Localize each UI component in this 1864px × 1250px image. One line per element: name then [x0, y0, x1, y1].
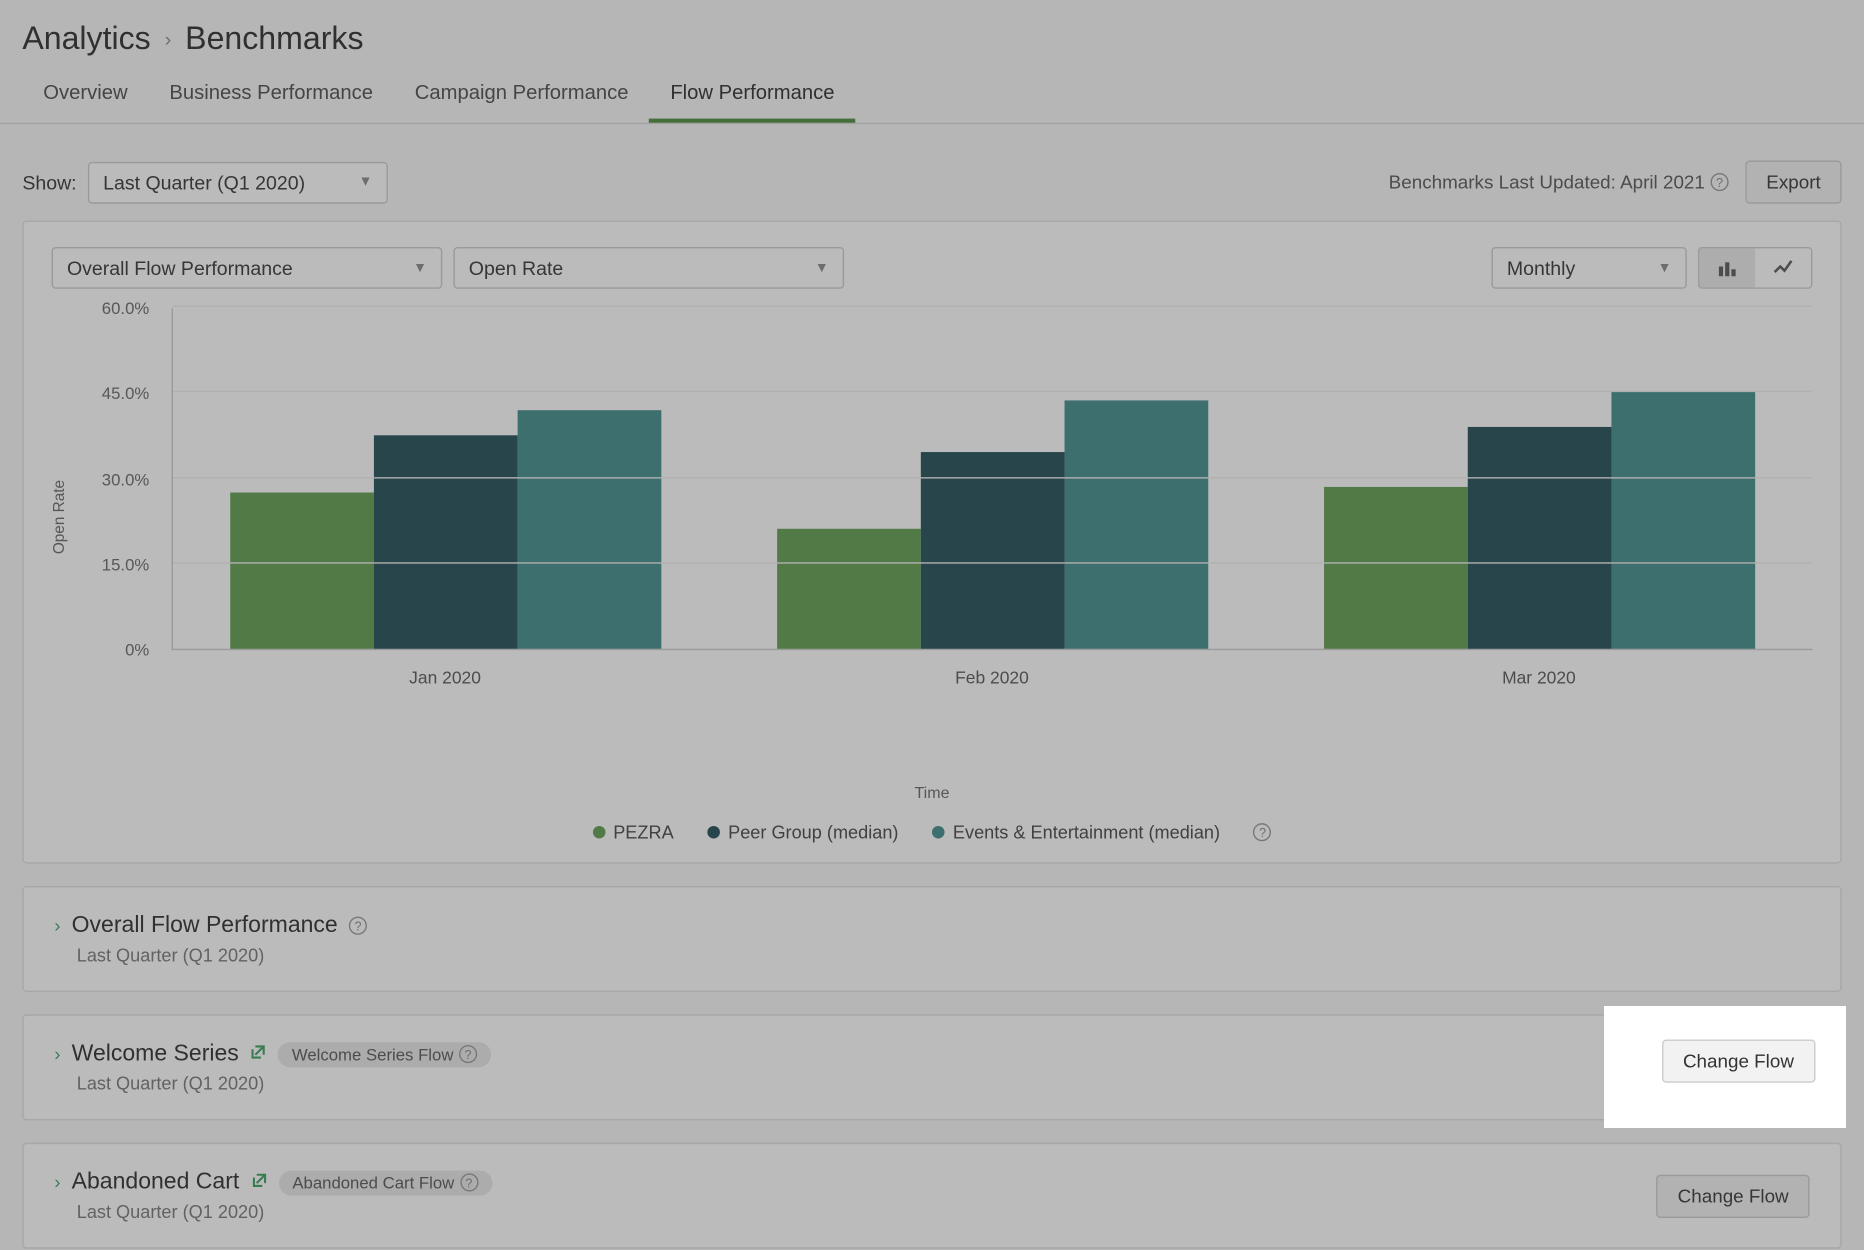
y-tick-label: 45.0%: [102, 384, 149, 404]
x-tick-label: Feb 2020: [719, 668, 1266, 688]
export-button[interactable]: Export: [1745, 160, 1841, 203]
section-subtitle: Last Quarter (Q1 2020): [77, 945, 367, 966]
filter-bar: Show: Last Quarter (Q1 2020) ▼ Benchmark…: [0, 124, 1864, 220]
y-tick-label: 60.0%: [102, 299, 149, 319]
y-axis-label: Open Rate: [52, 480, 69, 554]
breadcrumb-current: Benchmarks: [185, 20, 363, 58]
last-updated-text: Benchmarks Last Updated: April 2021 ?: [1389, 172, 1729, 193]
bar[interactable]: [374, 435, 518, 649]
chart-area: Open Rate 0%15.0%30.0%45.0%60.0% Jan 202…: [52, 308, 1813, 727]
tab-business-performance[interactable]: Business Performance: [149, 66, 394, 123]
y-tick-label: 15.0%: [102, 555, 149, 575]
bar[interactable]: [1324, 486, 1468, 648]
metric-select[interactable]: Open Rate ▼: [453, 247, 844, 289]
gridline: [173, 306, 1812, 307]
show-label: Show:: [22, 171, 76, 193]
legend-label: Peer Group (median): [728, 822, 898, 843]
timerange-select[interactable]: Last Quarter (Q1 2020) ▼: [88, 161, 388, 203]
tabs: Overview Business Performance Campaign P…: [0, 66, 1864, 125]
legend-dot: [707, 826, 720, 839]
y-tick-label: 30.0%: [102, 469, 149, 489]
help-icon[interactable]: ?: [460, 1173, 478, 1191]
bar-group: [1266, 308, 1812, 648]
legend-item[interactable]: PEZRA: [592, 822, 673, 843]
highlight-overlay: Change Flow: [1604, 1006, 1845, 1128]
x-tick-label: Jan 2020: [172, 668, 719, 688]
section-title: Overall Flow Performance: [72, 912, 338, 939]
external-link-icon[interactable]: [250, 1172, 267, 1193]
bar[interactable]: [1467, 427, 1611, 649]
y-tick-label: 0%: [125, 640, 149, 660]
section-subtitle: Last Quarter (Q1 2020): [77, 1201, 492, 1222]
bar[interactable]: [1065, 401, 1209, 649]
section-subtitle: Last Quarter (Q1 2020): [77, 1073, 491, 1094]
chart-type-toggle: [1698, 247, 1812, 289]
chevron-down-icon: ▼: [815, 260, 829, 275]
chevron-right-icon: ›: [54, 1044, 60, 1065]
help-icon[interactable]: ?: [349, 917, 367, 935]
bar[interactable]: [518, 409, 662, 648]
chevron-down-icon: ▼: [413, 260, 427, 275]
x-axis-label: Time: [52, 785, 1813, 802]
section-title: Abandoned Cart: [72, 1169, 240, 1196]
legend-item[interactable]: Peer Group (median): [707, 822, 898, 843]
chevron-right-icon: ›: [54, 1172, 60, 1193]
legend-label: Events & Entertainment (median): [953, 822, 1220, 843]
section-title: Welcome Series: [72, 1041, 239, 1068]
bar[interactable]: [777, 529, 921, 649]
tab-campaign-performance[interactable]: Campaign Performance: [394, 66, 650, 123]
external-link-icon[interactable]: [250, 1044, 267, 1065]
bar[interactable]: [231, 492, 375, 649]
gridline: [173, 391, 1812, 392]
legend-dot: [592, 826, 605, 839]
chevron-down-icon: ▼: [359, 174, 373, 189]
flow-type-pill: Welcome Series Flow ?: [278, 1042, 491, 1067]
gridline: [173, 476, 1812, 477]
section-overall-flow[interactable]: › Overall Flow Performance ? Last Quarte…: [22, 886, 1841, 992]
legend-dot: [932, 826, 945, 839]
bar[interactable]: [1611, 392, 1755, 648]
series-select[interactable]: Overall Flow Performance ▼: [52, 247, 443, 289]
help-icon[interactable]: ?: [1710, 173, 1728, 191]
bar-group: [719, 308, 1265, 648]
chart-legend: PEZRA Peer Group (median) Events & Enterta…: [52, 822, 1813, 843]
change-flow-button[interactable]: Change Flow: [1657, 1174, 1810, 1217]
chevron-right-icon: ›: [165, 27, 172, 49]
tab-overview[interactable]: Overview: [22, 66, 148, 123]
chevron-down-icon: ▼: [1658, 260, 1672, 275]
bar[interactable]: [921, 452, 1065, 649]
section-abandoned-cart[interactable]: › Abandoned Cart Abandoned Cart Flow ? L…: [22, 1143, 1841, 1249]
chart-card: Overall Flow Performance ▼ Open Rate ▼ M…: [22, 220, 1841, 863]
interval-select[interactable]: Monthly ▼: [1491, 247, 1686, 289]
chevron-right-icon: ›: [54, 915, 60, 936]
tab-flow-performance[interactable]: Flow Performance: [649, 66, 855, 123]
breadcrumb-parent[interactable]: Analytics: [22, 20, 150, 58]
legend-item[interactable]: Events & Entertainment (median): [932, 822, 1220, 843]
help-icon[interactable]: ?: [459, 1045, 477, 1063]
change-flow-button-highlighted[interactable]: Change Flow: [1662, 1040, 1815, 1083]
section-welcome-series[interactable]: › Welcome Series Welcome Series Flow ? L…: [22, 1014, 1841, 1120]
line-chart-toggle[interactable]: [1755, 248, 1811, 287]
timerange-value: Last Quarter (Q1 2020): [103, 171, 305, 193]
x-tick-label: Mar 2020: [1265, 668, 1812, 688]
flow-type-pill: Abandoned Cart Flow ?: [278, 1170, 492, 1195]
legend-label: PEZRA: [613, 822, 673, 843]
breadcrumb: Analytics › Benchmarks: [0, 0, 1864, 66]
bar-chart-toggle[interactable]: [1699, 248, 1755, 287]
help-icon[interactable]: ?: [1254, 823, 1272, 841]
bar-group: [173, 308, 719, 648]
gridline: [173, 562, 1812, 563]
